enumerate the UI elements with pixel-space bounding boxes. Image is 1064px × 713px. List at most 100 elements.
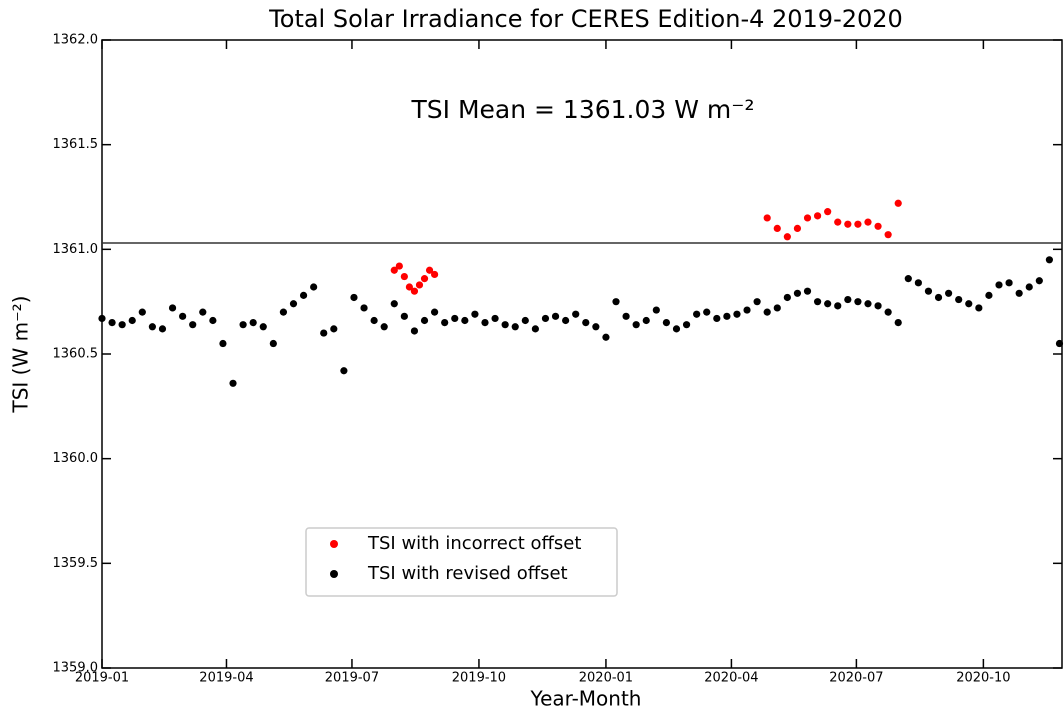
legend-marker	[330, 540, 338, 548]
point	[783, 293, 791, 302]
point	[259, 323, 267, 331]
point	[793, 289, 802, 297]
point	[834, 218, 842, 226]
point	[320, 329, 328, 337]
legend-label: TSI with incorrect offset	[367, 533, 581, 554]
point	[904, 275, 912, 283]
point	[219, 339, 227, 348]
point	[299, 291, 308, 299]
point	[430, 308, 439, 316]
point	[511, 323, 519, 331]
point	[914, 279, 922, 287]
point	[813, 212, 822, 220]
point	[682, 321, 691, 329]
x-tick-label: 2019-07	[325, 671, 379, 686]
point	[541, 314, 550, 323]
point	[562, 316, 570, 325]
x-tick-label: 2020-04	[704, 671, 758, 686]
point	[179, 312, 187, 320]
point	[703, 308, 711, 316]
point	[400, 272, 408, 281]
point	[874, 222, 882, 230]
point	[118, 321, 126, 329]
point	[340, 367, 348, 375]
legend-label: TSI with revised offset	[367, 563, 568, 584]
point	[158, 325, 167, 333]
point	[249, 319, 257, 327]
point	[995, 281, 1003, 289]
point	[390, 300, 398, 308]
point	[955, 295, 963, 304]
point	[461, 316, 469, 325]
point	[582, 319, 590, 327]
point	[310, 283, 318, 291]
point	[501, 321, 509, 329]
point	[733, 310, 741, 318]
y-axis-label: TSI (W m⁻²)	[9, 296, 33, 414]
point	[1055, 339, 1064, 348]
point	[602, 333, 610, 341]
point	[632, 321, 640, 329]
point	[451, 314, 459, 323]
chart-title: Total Solar Irradiance for CERES Edition…	[268, 5, 903, 33]
x-tick-label: 2020-07	[829, 671, 883, 686]
point	[360, 304, 368, 312]
x-tick-label: 2020-01	[579, 671, 633, 686]
annotation: TSI Mean = 1361.03 W m⁻²	[411, 95, 755, 124]
point	[793, 224, 802, 232]
point	[894, 199, 902, 207]
point	[420, 275, 429, 283]
point	[854, 298, 862, 306]
point	[491, 314, 499, 323]
point	[773, 224, 781, 232]
point	[380, 323, 388, 331]
point	[370, 316, 378, 325]
point	[864, 218, 872, 226]
point	[108, 319, 116, 327]
point	[168, 304, 177, 312]
point	[330, 325, 338, 333]
point	[189, 321, 197, 329]
point	[824, 300, 832, 308]
y-tick-label: 1361.0	[53, 242, 99, 257]
point	[844, 220, 852, 228]
point	[199, 308, 207, 316]
point	[400, 312, 408, 320]
point	[874, 302, 882, 310]
point	[1045, 256, 1054, 264]
point	[592, 323, 600, 331]
point	[894, 319, 902, 327]
point	[279, 308, 288, 316]
y-tick-label: 1362.0	[53, 33, 99, 48]
legend-marker	[330, 570, 338, 578]
point	[1025, 283, 1033, 291]
point	[481, 319, 489, 327]
y-tick-label: 1359.5	[53, 556, 99, 571]
point	[864, 300, 872, 308]
point	[98, 314, 106, 323]
point	[743, 306, 751, 314]
point	[803, 214, 812, 222]
point	[128, 316, 136, 325]
point	[773, 304, 781, 312]
point	[975, 304, 983, 312]
point	[521, 316, 529, 325]
point	[239, 321, 247, 329]
point	[693, 310, 701, 318]
point	[1035, 277, 1043, 285]
point	[410, 287, 419, 295]
point	[572, 310, 580, 318]
point	[612, 298, 620, 306]
point	[763, 308, 771, 316]
point	[783, 233, 791, 241]
y-tick-label: 1360.0	[53, 451, 99, 466]
point	[834, 302, 842, 310]
point	[551, 312, 560, 320]
point	[395, 262, 403, 270]
x-tick-label: 2020-10	[956, 671, 1010, 686]
point	[713, 314, 721, 323]
point	[415, 281, 424, 289]
point	[642, 316, 650, 325]
point	[622, 312, 630, 320]
